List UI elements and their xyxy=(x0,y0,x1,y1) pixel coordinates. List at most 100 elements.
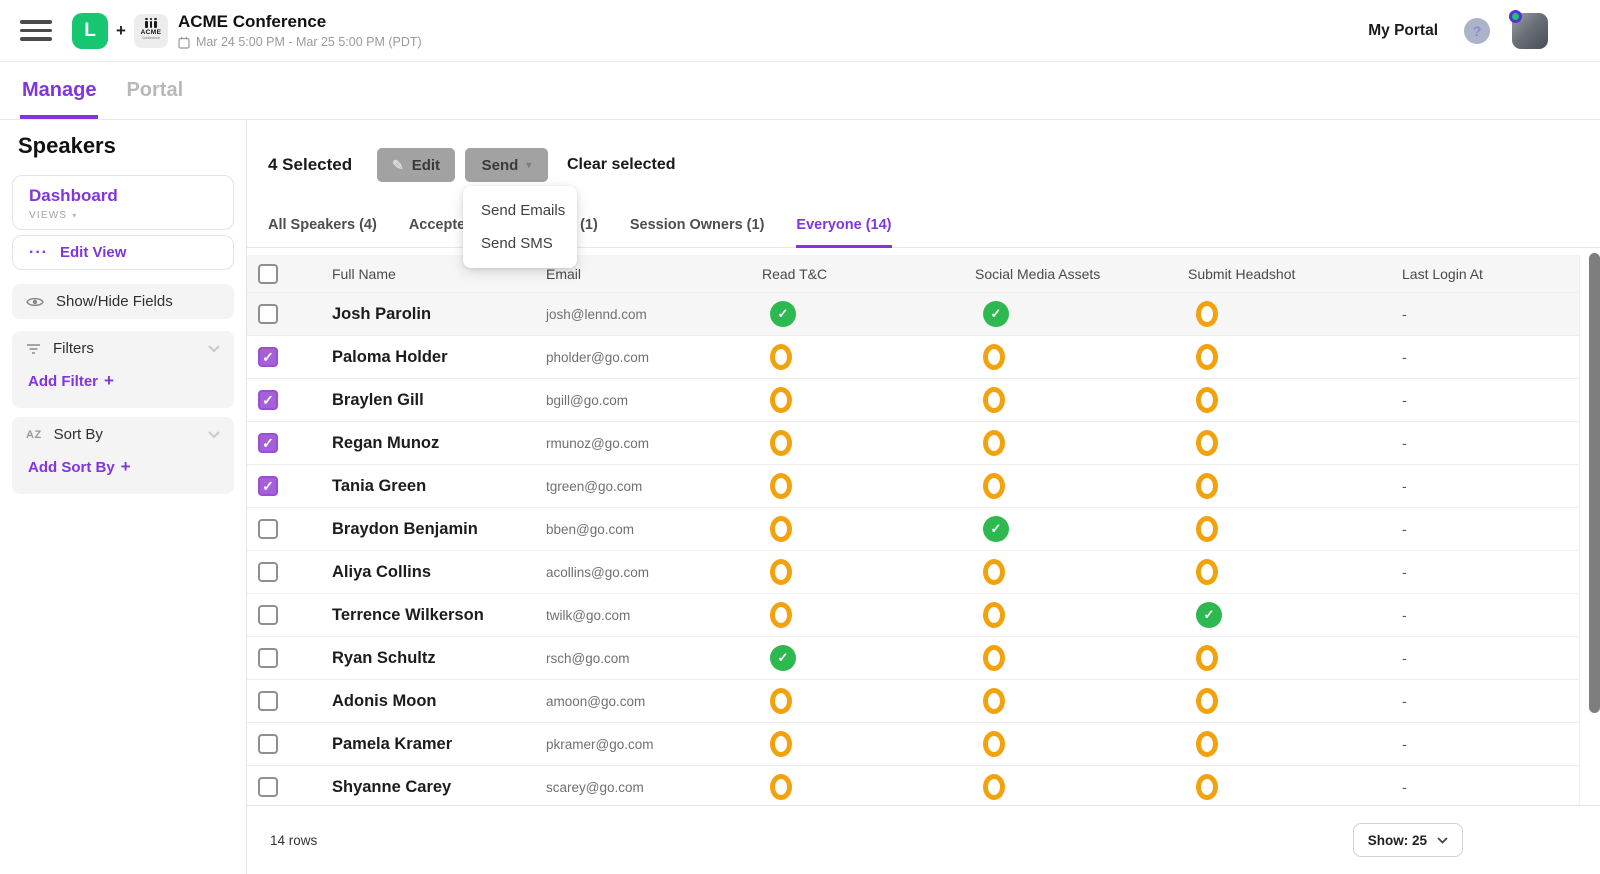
speaker-name: Regan Munoz xyxy=(332,433,440,452)
status-pending-icon xyxy=(983,559,1005,585)
send-button[interactable]: Send ▾ xyxy=(465,148,548,182)
app-logo[interactable]: L xyxy=(72,12,108,49)
table-row: Braydon Benjamin bben@go.com ✓ - xyxy=(247,507,1579,550)
row-checkbox[interactable]: ✓ xyxy=(258,476,278,496)
views-label: VIEWS xyxy=(29,210,68,221)
status-pending-icon xyxy=(1196,301,1218,327)
row-checkbox[interactable] xyxy=(258,691,278,711)
status-pending-icon xyxy=(983,430,1005,456)
clear-selected-button[interactable]: Clear selected xyxy=(567,156,676,173)
last-login-value: - xyxy=(1402,779,1407,795)
speaker-email: bgill@go.com xyxy=(546,392,628,408)
last-login-value: - xyxy=(1402,521,1407,537)
event-title: ACME Conference xyxy=(177,12,327,31)
page-size-select[interactable]: Show: 25 xyxy=(1352,823,1463,857)
add-sort-button[interactable]: Add Sort By + xyxy=(28,457,220,477)
status-pending-icon xyxy=(983,645,1005,671)
filter-icon xyxy=(27,343,40,354)
view-tabs: All Speakers (4) Accepted (1) Session Owner… xyxy=(247,217,1600,248)
selected-count: 4 Selected xyxy=(268,155,353,174)
row-checkbox[interactable] xyxy=(258,734,278,754)
calendar-icon xyxy=(178,36,190,49)
row-checkbox[interactable]: ✓ xyxy=(258,433,278,453)
hamburger-menu-icon[interactable] xyxy=(20,20,52,41)
table-row: ✓ Paloma Holder pholder@go.com - xyxy=(247,335,1579,378)
row-checkbox[interactable] xyxy=(258,304,278,324)
my-portal-link[interactable]: My Portal xyxy=(1368,21,1438,39)
status-pending-icon xyxy=(770,774,792,800)
last-login-value: - xyxy=(1402,392,1407,408)
status-done-icon: ✓ xyxy=(983,516,1009,542)
top-bar: L + ACME Conference ACME Conference Mar … xyxy=(0,0,1600,62)
row-count: 14 rows xyxy=(270,832,318,848)
speaker-name: Aliya Collins xyxy=(332,562,432,581)
speaker-name: Shyanne Carey xyxy=(332,777,452,796)
status-pending-icon xyxy=(1196,645,1218,671)
row-checkbox[interactable] xyxy=(258,519,278,539)
send-menu-item[interactable]: Send SMS xyxy=(481,235,553,252)
page-title: Speakers xyxy=(18,133,116,158)
filters-header[interactable]: Filters xyxy=(26,340,220,357)
speaker-name: Braylen Gill xyxy=(332,390,424,409)
edit-view-button[interactable]: ··· Edit View xyxy=(12,235,234,270)
row-checkbox[interactable]: ✓ xyxy=(258,347,278,367)
acme-logo-text: ACME xyxy=(140,29,162,36)
filters-label: Filters xyxy=(53,340,94,357)
table-row: ✓ Braylen Gill bgill@go.com - xyxy=(247,378,1579,421)
status-pending-icon xyxy=(770,731,792,757)
send-dropdown-menu: Send Emails Send SMS xyxy=(463,186,577,268)
speaker-email: pkramer@go.com xyxy=(546,736,654,752)
table-row: Ryan Schultz rsch@go.com ✓ - xyxy=(247,636,1579,679)
status-pending-icon xyxy=(983,602,1005,628)
column-header-read-tc: Read T&C xyxy=(762,265,828,282)
view-tab[interactable]: Session Owners (1) xyxy=(629,217,765,233)
view-tab[interactable]: Accepted xyxy=(408,217,475,233)
tab-portal[interactable]: Portal xyxy=(126,79,184,101)
row-checkbox[interactable] xyxy=(258,562,278,582)
last-login-value: - xyxy=(1402,736,1407,752)
vertical-scrollbar[interactable] xyxy=(1589,253,1600,713)
tab-manage[interactable]: Manage xyxy=(20,79,99,119)
status-pending-icon xyxy=(1196,516,1218,542)
sort-header[interactable]: AZ Sort By xyxy=(26,426,220,443)
speaker-name: Josh Parolin xyxy=(332,304,432,323)
status-pending-icon xyxy=(1196,688,1218,714)
table-row: Josh Parolin josh@lennd.com ✓ ✓ - xyxy=(247,292,1579,335)
status-pending-icon xyxy=(1196,387,1218,413)
view-tab[interactable]: Everyone (14) xyxy=(796,217,892,248)
status-pending-icon xyxy=(770,430,792,456)
status-pending-icon xyxy=(983,774,1005,800)
portal-nav: Manage Portal xyxy=(0,62,1600,120)
row-checkbox[interactable]: ✓ xyxy=(258,390,278,410)
show-hide-fields-button[interactable]: Show/Hide Fields xyxy=(12,284,234,319)
edit-button-label: Edit xyxy=(411,156,441,174)
last-login-value: - xyxy=(1402,650,1407,666)
select-all-checkbox[interactable] xyxy=(258,263,278,284)
status-pending-icon xyxy=(770,387,792,413)
add-event-button[interactable]: + xyxy=(116,20,126,40)
table-row: ✓ Regan Munoz rmunoz@go.com - xyxy=(247,421,1579,464)
view-tab[interactable]: All Speakers (4) xyxy=(268,217,377,233)
status-done-icon: ✓ xyxy=(983,301,1009,327)
row-checkbox[interactable] xyxy=(258,605,278,625)
event-title-block: ACME Conference Mar 24 5:00 PM - Mar 25 … xyxy=(178,12,422,49)
table-header-row: Full Name Email Read T&C Social Media As… xyxy=(247,255,1579,292)
send-menu-item[interactable]: Send Emails xyxy=(481,202,566,219)
last-login-value: - xyxy=(1402,478,1407,494)
status-pending-icon xyxy=(770,473,792,499)
event-logo[interactable]: ACME Conference xyxy=(133,13,168,48)
plus-icon: + xyxy=(120,457,131,476)
view-tab[interactable]: (1) xyxy=(580,217,598,233)
avatar[interactable] xyxy=(1509,9,1548,49)
edit-button[interactable]: ✎ Edit xyxy=(377,148,455,182)
add-filter-button[interactable]: Add Filter + xyxy=(28,371,220,391)
last-login-value: - xyxy=(1402,306,1407,322)
table-row: Aliya Collins acollins@go.com - xyxy=(247,550,1579,593)
column-header-headshot: Submit Headshot xyxy=(1188,265,1296,282)
row-checkbox[interactable] xyxy=(258,648,278,668)
current-view-name: Dashboard xyxy=(29,186,118,205)
views-selector[interactable]: Dashboard VIEWS ▾ xyxy=(12,175,234,230)
row-checkbox[interactable] xyxy=(258,777,278,797)
help-button[interactable]: ? xyxy=(1464,17,1490,44)
last-login-value: - xyxy=(1402,349,1407,365)
